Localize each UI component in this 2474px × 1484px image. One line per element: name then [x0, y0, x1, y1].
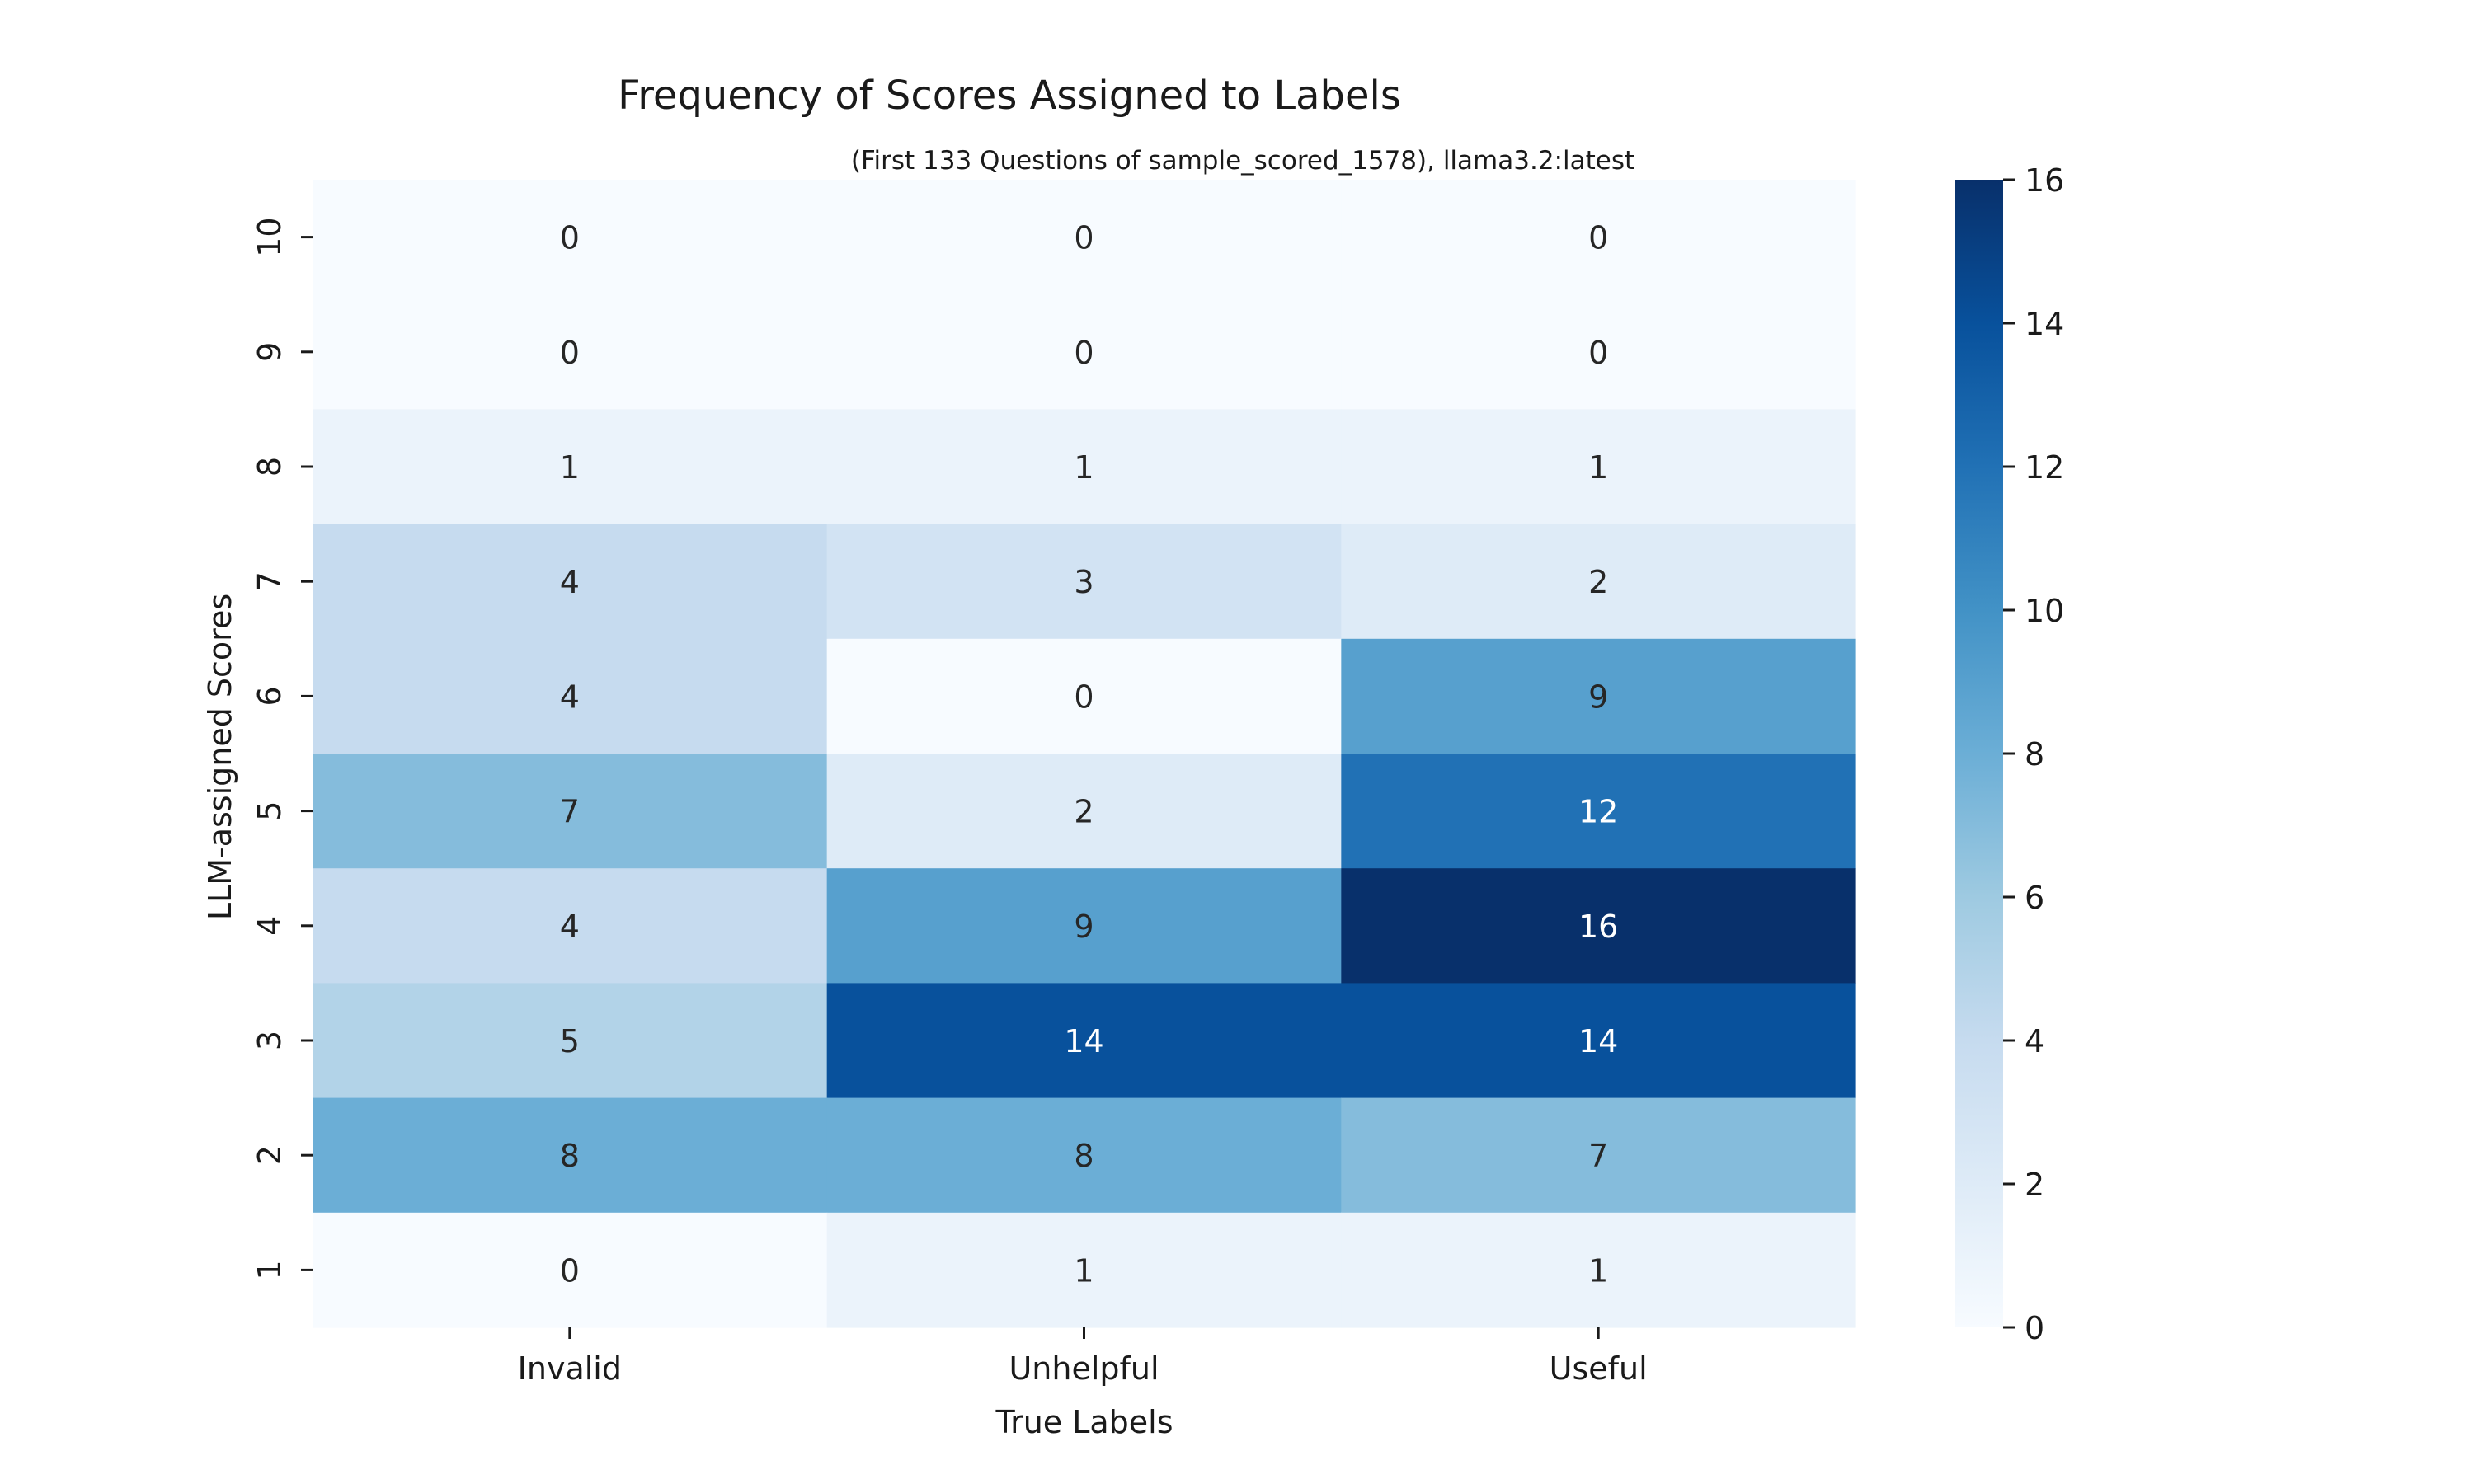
- colorbar-tick-label: 2: [2025, 1167, 2044, 1203]
- y-tick-label: 10: [252, 217, 288, 256]
- heatmap-cell: [313, 524, 828, 640]
- cell-value-label: 1: [560, 449, 580, 486]
- y-axis: 10 9 8 7 6 5 4 3 2 1: [252, 217, 313, 1280]
- x-axis: Invalid Unhelpful Useful: [518, 1327, 1648, 1387]
- cell-value-label: 8: [1074, 1138, 1094, 1174]
- cell-value-label: 0: [1074, 679, 1094, 715]
- cell-value-label: 14: [1578, 1023, 1618, 1059]
- colorbar-tick-label: 4: [2025, 1023, 2044, 1059]
- heatmap-cell: [1341, 1097, 1856, 1214]
- cell-value-label: 12: [1578, 794, 1618, 830]
- cell-value-label: 0: [560, 220, 580, 256]
- heatmap-cell: [1341, 524, 1856, 640]
- cell-value-label: 1: [1074, 449, 1094, 486]
- heatmap-cell: [313, 180, 828, 295]
- y-tick-label: 1: [252, 1260, 288, 1280]
- y-tick-label: 2: [252, 1145, 288, 1165]
- cell-value-label: 0: [1074, 220, 1094, 256]
- heatmap-cell: [826, 409, 1342, 525]
- cell-value-label: 1: [1588, 449, 1608, 486]
- y-tick-label: 4: [252, 916, 288, 936]
- cell-value-label: 0: [1588, 220, 1608, 256]
- colorbar: [1955, 180, 2003, 1327]
- colorbar-ticks: 0 2 4 6 8 10 12 14 16: [2003, 162, 2064, 1346]
- x-tick-label: Unhelpful: [1009, 1350, 1159, 1387]
- heatmap-cell: [826, 1212, 1342, 1328]
- cell-value-label: 16: [1578, 909, 1618, 945]
- heatmap-cell: [1341, 868, 1856, 984]
- cell-value-label: 9: [1588, 679, 1608, 715]
- heatmap-cell: [826, 294, 1342, 410]
- heatmap-cell: [1341, 294, 1856, 410]
- cell-value-label: 4: [560, 909, 580, 945]
- heatmap-cell: [1341, 409, 1856, 525]
- heatmap-cell: [826, 638, 1342, 754]
- heatmap-cell: [313, 294, 828, 410]
- colorbar-tick-label: 16: [2025, 162, 2064, 199]
- heatmap-cell: [1341, 638, 1856, 754]
- colorbar-tick-label: 14: [2025, 306, 2064, 342]
- colorbar-tick-label: 12: [2025, 449, 2064, 486]
- cell-value-label: 4: [560, 564, 580, 600]
- y-tick-label: 7: [252, 571, 288, 591]
- y-tick-label: 9: [252, 342, 288, 362]
- cell-value-label: 8: [560, 1138, 580, 1174]
- heatmap-cell: [313, 754, 828, 869]
- cell-value-label: 2: [1074, 794, 1094, 830]
- y-tick-label: 3: [252, 1031, 288, 1050]
- cell-value-label: 14: [1064, 1023, 1103, 1059]
- heatmap-cells: 0 0 00 0 01 1 14 3 24 0 97 2 124 9 165 14 148 8 70 1 1: [313, 180, 1856, 1328]
- x-axis-label: True Labels: [995, 1404, 1173, 1440]
- heatmap-cell: [313, 1097, 828, 1214]
- heatmap-cell: [313, 1212, 828, 1328]
- heatmap-cell: [313, 983, 828, 1099]
- cell-value-label: 1: [1588, 1252, 1608, 1289]
- cell-value-label: 0: [1074, 335, 1094, 371]
- x-tick-label: Invalid: [518, 1350, 622, 1387]
- cell-value-label: 0: [1588, 335, 1608, 371]
- cell-value-label: 5: [560, 1023, 580, 1059]
- heatmap-cell: [313, 868, 828, 984]
- heatmap-cell: [1341, 180, 1856, 295]
- chart-title: Frequency of Scores Assigned to Labels: [618, 73, 1401, 119]
- cell-value-label: 2: [1588, 564, 1608, 600]
- y-tick-label: 5: [252, 801, 288, 821]
- cell-value-label: 0: [560, 335, 580, 371]
- heatmap-cell: [826, 1097, 1342, 1214]
- heatmap-cell: [1341, 1212, 1856, 1328]
- heatmap-cell: [826, 754, 1342, 869]
- colorbar-tick-label: 10: [2025, 593, 2064, 629]
- colorbar-tick-label: 6: [2025, 880, 2044, 916]
- chart-subtitle: (First 133 Questions of sample_scored_15…: [851, 146, 1634, 176]
- heatmap-cell: [1341, 754, 1856, 869]
- x-tick-label: Useful: [1550, 1350, 1648, 1387]
- heatmap-cell: [826, 524, 1342, 640]
- heatmap-cell: [313, 409, 828, 525]
- y-axis-label: LLM-assigned Scores: [202, 594, 238, 920]
- heatmap-cell: [826, 180, 1342, 295]
- cell-value-label: 0: [560, 1252, 580, 1289]
- cell-value-label: 7: [1588, 1138, 1608, 1174]
- y-tick-label: 6: [252, 686, 288, 706]
- colorbar-tick-label: 0: [2025, 1310, 2044, 1346]
- cell-value-label: 9: [1074, 909, 1094, 945]
- cell-value-label: 3: [1074, 564, 1094, 600]
- cell-value-label: 4: [560, 679, 580, 715]
- cell-value-label: 1: [1074, 1252, 1094, 1289]
- heatmap-cell: [1341, 983, 1856, 1099]
- heatmap-cell: [313, 638, 828, 754]
- colorbar-tick-label: 8: [2025, 736, 2044, 773]
- heatmap-cell: [826, 868, 1342, 984]
- cell-value-label: 7: [560, 794, 580, 830]
- heatmap-cell: [826, 983, 1342, 1099]
- y-tick-label: 8: [252, 457, 288, 477]
